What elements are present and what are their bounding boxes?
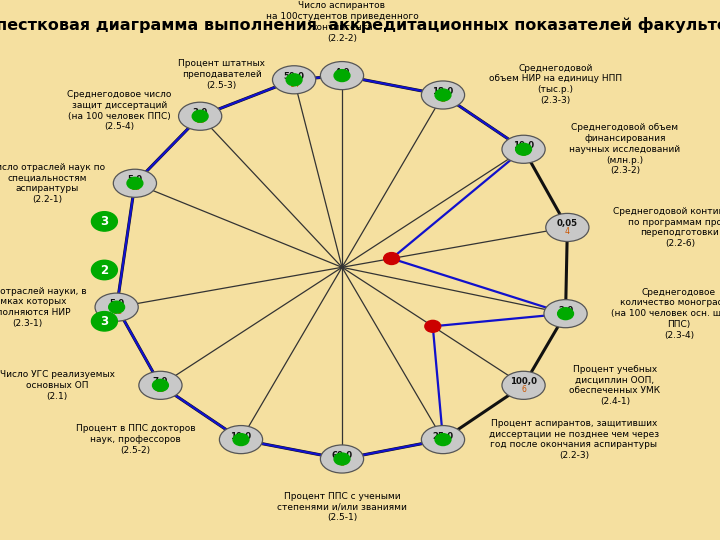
Circle shape	[127, 177, 143, 189]
Circle shape	[384, 253, 400, 265]
Text: 1: 1	[340, 75, 344, 84]
Text: 3,0: 3,0	[192, 108, 208, 117]
Circle shape	[334, 70, 350, 82]
Text: Среднегодовой объем
финансирования
научных исследований
(млн.р.)
(2.3-2): Среднегодовой объем финансирования научн…	[570, 123, 680, 176]
Text: Число отраслей наук по
специальностям
аспирантуры
(2.2-1): Число отраслей наук по специальностям ас…	[0, 163, 104, 204]
Text: 6: 6	[521, 385, 526, 394]
Text: 9: 9	[238, 440, 243, 448]
Text: Процент штатных
преподавателей
(2.5-3): Процент штатных преподавателей (2.5-3)	[179, 59, 265, 90]
Circle shape	[435, 89, 451, 101]
Text: 12: 12	[130, 183, 140, 192]
Ellipse shape	[179, 102, 222, 130]
Text: 3: 3	[521, 149, 526, 158]
Ellipse shape	[320, 445, 364, 473]
Text: 5,0: 5,0	[109, 299, 124, 308]
Text: 0,05: 0,05	[557, 219, 578, 228]
Ellipse shape	[113, 169, 156, 197]
Ellipse shape	[220, 426, 263, 454]
Text: 3: 3	[100, 215, 109, 228]
Text: Число аспирантов
на 100студентов приведенного
контингента
(2.2-2): Число аспирантов на 100студентов приведе…	[266, 2, 418, 43]
Text: Число отраслей науки, в
рамках которых
выполняются НИР
(2.3-1): Число отраслей науки, в рамках которых в…	[0, 287, 86, 328]
Text: 10: 10	[156, 385, 166, 394]
Circle shape	[91, 312, 117, 331]
Text: Процент учебных
дисциплин ООП,
обеспеченных УМК
(2.4-1): Процент учебных дисциплин ООП, обеспечен…	[570, 364, 660, 406]
Ellipse shape	[421, 81, 464, 109]
Text: 25,0: 25,0	[433, 431, 454, 441]
Ellipse shape	[272, 66, 315, 94]
Text: 7: 7	[441, 440, 446, 448]
Circle shape	[334, 453, 350, 465]
Circle shape	[192, 110, 208, 122]
Text: 18,0: 18,0	[433, 87, 454, 96]
Text: 3: 3	[100, 315, 109, 328]
Circle shape	[109, 301, 125, 313]
Circle shape	[557, 308, 573, 320]
Ellipse shape	[544, 300, 587, 328]
Circle shape	[233, 434, 249, 445]
Circle shape	[435, 434, 451, 445]
Circle shape	[286, 74, 302, 86]
Text: 10,0: 10,0	[513, 141, 534, 150]
Circle shape	[153, 380, 168, 392]
Ellipse shape	[95, 293, 138, 321]
Text: 100,0: 100,0	[510, 377, 537, 386]
Text: 60,0: 60,0	[331, 451, 353, 460]
Text: 4: 4	[565, 227, 570, 236]
Text: Среднегодовой
объем НИР на единицу НПП
(тыс.р.)
(2.3-3): Среднегодовой объем НИР на единицу НПП (…	[489, 64, 622, 105]
Text: Процент ППС с учеными
степенями и/или званиями
(2.5-1): Процент ППС с учеными степенями и/или зв…	[277, 492, 407, 522]
Circle shape	[516, 143, 531, 155]
Text: Среднегодовое
количество монографий
(на 100 человек осн. штатн.
ППС)
(2.3-4): Среднегодовое количество монографий (на …	[611, 288, 720, 340]
Text: 2,0: 2,0	[558, 306, 573, 315]
Ellipse shape	[502, 372, 545, 400]
Text: 7,0: 7,0	[153, 377, 168, 386]
Text: Среднегодовое число
защит диссертаций
(на 100 человек ППС)
(2.5-4): Среднегодовое число защит диссертаций (н…	[67, 90, 171, 131]
Ellipse shape	[502, 135, 545, 163]
Circle shape	[91, 212, 117, 231]
Text: 14: 14	[289, 79, 299, 89]
Circle shape	[91, 260, 117, 280]
Text: 13: 13	[195, 116, 205, 125]
Text: Лепестковая диаграмма выполнения  аккредитационных показателей факультета: Лепестковая диаграмма выполнения аккреди…	[0, 17, 720, 33]
Text: 8: 8	[340, 458, 344, 468]
Ellipse shape	[139, 372, 182, 400]
Text: 2: 2	[441, 94, 446, 104]
Text: Процент в ППС докторов
наук, профессоров
(2.5-2): Процент в ППС докторов наук, профессоров…	[76, 424, 195, 455]
Text: Число УГС реализуемых
основных ОП
(2.1): Число УГС реализуемых основных ОП (2.1)	[0, 370, 114, 401]
Text: Процент аспирантов, защитивших
диссертации не позднее чем через
год после оконча: Процент аспирантов, защитивших диссертац…	[489, 419, 659, 460]
Text: 5: 5	[563, 313, 568, 322]
Text: 10,0: 10,0	[230, 431, 251, 441]
Text: 2: 2	[100, 264, 109, 276]
Ellipse shape	[546, 213, 589, 241]
Text: 50,0: 50,0	[284, 72, 305, 81]
Ellipse shape	[421, 426, 464, 454]
Ellipse shape	[320, 62, 364, 90]
Circle shape	[425, 320, 441, 332]
Text: 11: 11	[112, 307, 122, 316]
Text: Среднегодовой контингент
по программам проф.
переподготовки
(2.2-6): Среднегодовой контингент по программам п…	[613, 207, 720, 248]
Text: 4,0: 4,0	[334, 68, 350, 77]
Text: 5,0: 5,0	[127, 176, 143, 184]
